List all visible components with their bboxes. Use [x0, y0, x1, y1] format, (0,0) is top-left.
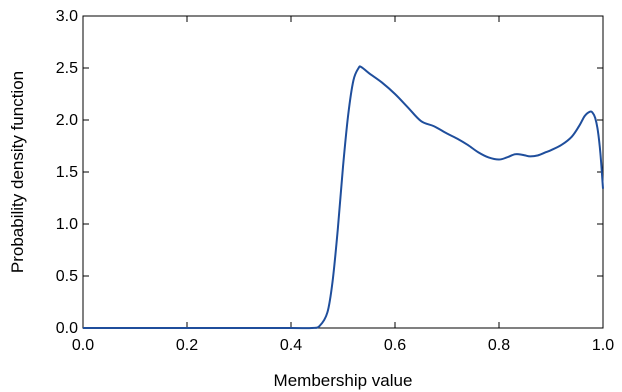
- y-tick-label: 0.0: [56, 320, 78, 337]
- x-axis-label: Membership value: [274, 371, 413, 390]
- y-axis: 0.0 0.5 1.0 1.5 2.0 2.5 3.0: [56, 8, 603, 337]
- y-tick-label: 2.0: [56, 112, 78, 129]
- x-tick-label: 0.4: [280, 337, 302, 354]
- x-tick-label: 0.8: [488, 337, 510, 354]
- x-tick-label: 0.6: [384, 337, 406, 354]
- y-tick-label: 0.5: [56, 268, 78, 285]
- y-tick-label: 1.0: [56, 216, 78, 233]
- y-tick-label: 2.5: [56, 60, 78, 77]
- x-axis: 0.0 0.2 0.4 0.6 0.8 1.0: [72, 16, 614, 354]
- y-tick-label: 1.5: [56, 164, 78, 181]
- y-axis-label: Probability density function: [8, 71, 27, 273]
- y-tick-label: 3.0: [56, 8, 78, 25]
- density-curve: [83, 65, 604, 330]
- x-tick-label: 1.0: [592, 337, 614, 354]
- x-tick-label: 0.0: [72, 337, 94, 354]
- x-tick-label: 0.2: [176, 337, 198, 354]
